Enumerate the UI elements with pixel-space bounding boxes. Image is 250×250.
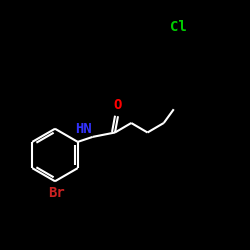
- Text: Br: Br: [48, 186, 64, 200]
- Text: O: O: [114, 98, 122, 112]
- Text: HN: HN: [75, 122, 92, 136]
- Text: Cl: Cl: [170, 20, 187, 34]
